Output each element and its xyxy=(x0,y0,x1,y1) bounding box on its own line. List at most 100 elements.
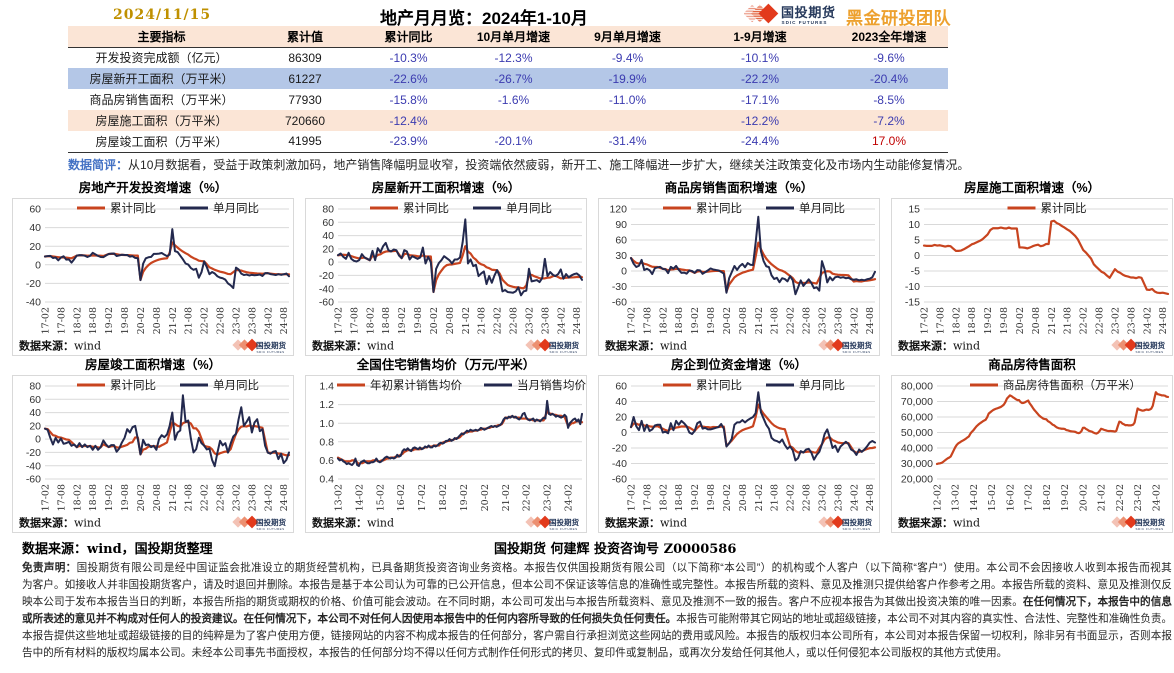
chart-source-label: 数据来源：wind xyxy=(898,516,980,530)
x-axis-label: 22-08 xyxy=(802,484,813,511)
growth-value: -15.8% xyxy=(389,92,428,107)
legend-label: 累计同比 xyxy=(403,202,449,215)
x-axis-label: 18-08 xyxy=(674,484,685,511)
y-axis-label: -40 xyxy=(612,458,627,470)
x-axis-label: 24-08 xyxy=(1158,307,1169,334)
svg-text:SDIC FUTURES: SDIC FUTURES xyxy=(1136,527,1164,531)
svg-text:SDIC FUTURES: SDIC FUTURES xyxy=(550,350,578,354)
table-row: 房屋施工面积（万平米） 720660 -12.4% -12.2% -7.2% xyxy=(68,110,948,131)
x-axis-label: 18-02 xyxy=(658,484,669,511)
x-axis-label: 20-08 xyxy=(445,307,456,334)
y-axis-label: -20 xyxy=(319,270,334,282)
x-axis-label: 21-08 xyxy=(770,307,781,334)
x-axis-label: 18-08 xyxy=(967,307,978,334)
y-axis-label: 60,000 xyxy=(901,412,933,424)
growth-value: -19.9% xyxy=(608,71,647,86)
series-red xyxy=(935,391,1170,466)
x-axis-label: 20-08 xyxy=(738,307,749,334)
x-axis-label: 21-02 xyxy=(168,484,179,511)
y-axis-label: 50,000 xyxy=(901,427,933,439)
x-axis-label: 19-08 xyxy=(120,307,131,334)
growth-value: -1.6% xyxy=(497,92,530,107)
x-axis-label: 22-02 xyxy=(200,307,211,334)
disclaimer-line: 免责声明：国投期货有限公司是经中国证监会批准设立的期货经营机构，已具备期货投资咨… xyxy=(22,560,1172,577)
svg-text:SDIC FUTURES: SDIC FUTURES xyxy=(257,350,285,354)
x-axis-label: 22-08 xyxy=(216,307,227,334)
page-title: 地产月月览：2024年1-10月 xyxy=(380,9,588,28)
svg-text:SDIC FUTURES: SDIC FUTURES xyxy=(1136,350,1164,354)
series-red xyxy=(629,403,877,454)
table-column-header: 10月单月增速 xyxy=(476,29,551,44)
disclaimer-bold-segment: 或所表述的意见并不构成对任何人的投资建议。在任何情况下，本公司不对任何人因使用本… xyxy=(22,613,677,625)
x-axis-label: 13-02 xyxy=(334,484,345,511)
x-axis-label: 23-02 xyxy=(524,307,535,334)
x-axis-label: 20-02 xyxy=(136,307,147,334)
y-axis-label: 30 xyxy=(615,250,627,262)
growth-value: -9.6% xyxy=(873,50,905,65)
y-axis-label: 15 xyxy=(908,204,920,216)
chart-title: 全国住宅销售均价（万元/平米） xyxy=(356,358,536,372)
growth-value: -26.7% xyxy=(494,71,533,86)
x-axis-label: 16-02 xyxy=(1005,484,1016,511)
x-axis-label: 22-08 xyxy=(216,484,227,511)
growth-value: -7.2% xyxy=(873,113,905,128)
legend-label: 年初累计销售均价 xyxy=(370,378,462,392)
x-axis-label: 19-08 xyxy=(120,484,131,511)
x-axis-label: 18-08 xyxy=(88,307,99,334)
x-axis-label: 18-08 xyxy=(381,307,392,334)
x-axis-label: 23-02 xyxy=(817,484,828,511)
y-axis-label: 20 xyxy=(29,241,41,253)
x-axis-label: 15-02 xyxy=(375,484,386,511)
table-column-header: 累计值 xyxy=(286,29,323,44)
chart-developer-funds-growth: 房企到位资金增速（%） 60 40 20 0 -20 -40 -60 17-02 17-08 18-… xyxy=(598,358,880,538)
y-axis-label: 60 xyxy=(615,381,627,393)
svg-text:SDIC FUTURES: SDIC FUTURES xyxy=(843,350,871,354)
disclaimer-segment: 国投期货有限公司是经中国证监会批准设立的期货经营机构，已具备期货投资咨询业务资格… xyxy=(76,562,1172,574)
y-axis-label: 0 xyxy=(35,434,41,446)
y-axis-label: -30 xyxy=(612,281,627,293)
comment-text: 从10月数据看，受益于政策刺激加码，地产销售降幅明显收窄，投资端依然疲弱，新开工… xyxy=(128,158,970,172)
x-axis-label: 22-08 xyxy=(509,307,520,334)
x-axis-label: 24-02 xyxy=(564,484,575,511)
x-axis-label: 24-08 xyxy=(279,484,290,511)
x-axis-label: 24-02 xyxy=(556,307,567,334)
chart-new-starts-growth: 房屋新开工面积增速（%） 80 60 40 20 0 -20 -40 -60 17-02 17-08… xyxy=(305,181,587,361)
x-axis-label: 20-08 xyxy=(152,307,163,334)
y-axis-label: -60 xyxy=(612,297,627,309)
x-axis-label: 22-02 xyxy=(493,307,504,334)
x-axis-label: 17-08 xyxy=(349,307,360,334)
y-axis-label: 60 xyxy=(29,394,41,406)
x-axis-label: 20-08 xyxy=(152,484,163,511)
x-axis-label: 21-02 xyxy=(168,307,179,334)
y-axis-label: 0 xyxy=(35,259,41,271)
growth-value: -9.4% xyxy=(611,50,644,65)
legend-label: 单月同比 xyxy=(213,379,259,392)
svg-text:SDIC FUTURES: SDIC FUTURES xyxy=(843,527,871,531)
legend-label: 单月同比 xyxy=(506,202,552,215)
y-axis-label: 0.8 xyxy=(319,436,334,448)
y-axis-label: -40 xyxy=(319,283,334,295)
y-axis-label: 20 xyxy=(29,420,41,432)
y-axis-label: 120 xyxy=(609,204,627,216)
y-axis-label: 40 xyxy=(322,230,334,242)
growth-value: -10.1% xyxy=(740,50,780,65)
x-axis-label: 22-02 xyxy=(1079,307,1090,334)
y-axis-label: -20 xyxy=(26,278,41,290)
x-axis-label: 24-08 xyxy=(865,484,876,511)
y-axis-label: 5 xyxy=(914,235,920,247)
svg-text:国投期货: 国投期货 xyxy=(256,340,286,350)
legend-label: 累计同比 xyxy=(110,202,156,215)
x-axis-label: 24-08 xyxy=(865,307,876,334)
disclaimer-segment: 为客户。如接收人并非国投期货客户，请及时退回并删除。本报告是基于本公司认为可靠的… xyxy=(22,579,1172,591)
y-axis-label: 20,000 xyxy=(901,474,933,486)
y-axis-label: 20 xyxy=(322,243,334,255)
table-row: 开发投资完成额（亿元） 86309 -10.3% -12.3% -9.4% -10.1% -… xyxy=(68,47,948,68)
svg-text:国投期货: 国投期货 xyxy=(1135,340,1165,350)
chart-construction-area-growth: 房屋施工面积增速（%） 15 10 5 0 -5 -10 -15 17-02 17-08 18-02… xyxy=(891,181,1173,361)
comment-label: 数据简评： xyxy=(68,158,129,172)
growth-value: -20.4% xyxy=(869,71,909,86)
chart-title: 商品房待售面积 xyxy=(988,358,1076,372)
disclaimer-bold-segment: 免责声明： xyxy=(22,562,77,574)
growth-value: 17.0% xyxy=(871,134,907,149)
